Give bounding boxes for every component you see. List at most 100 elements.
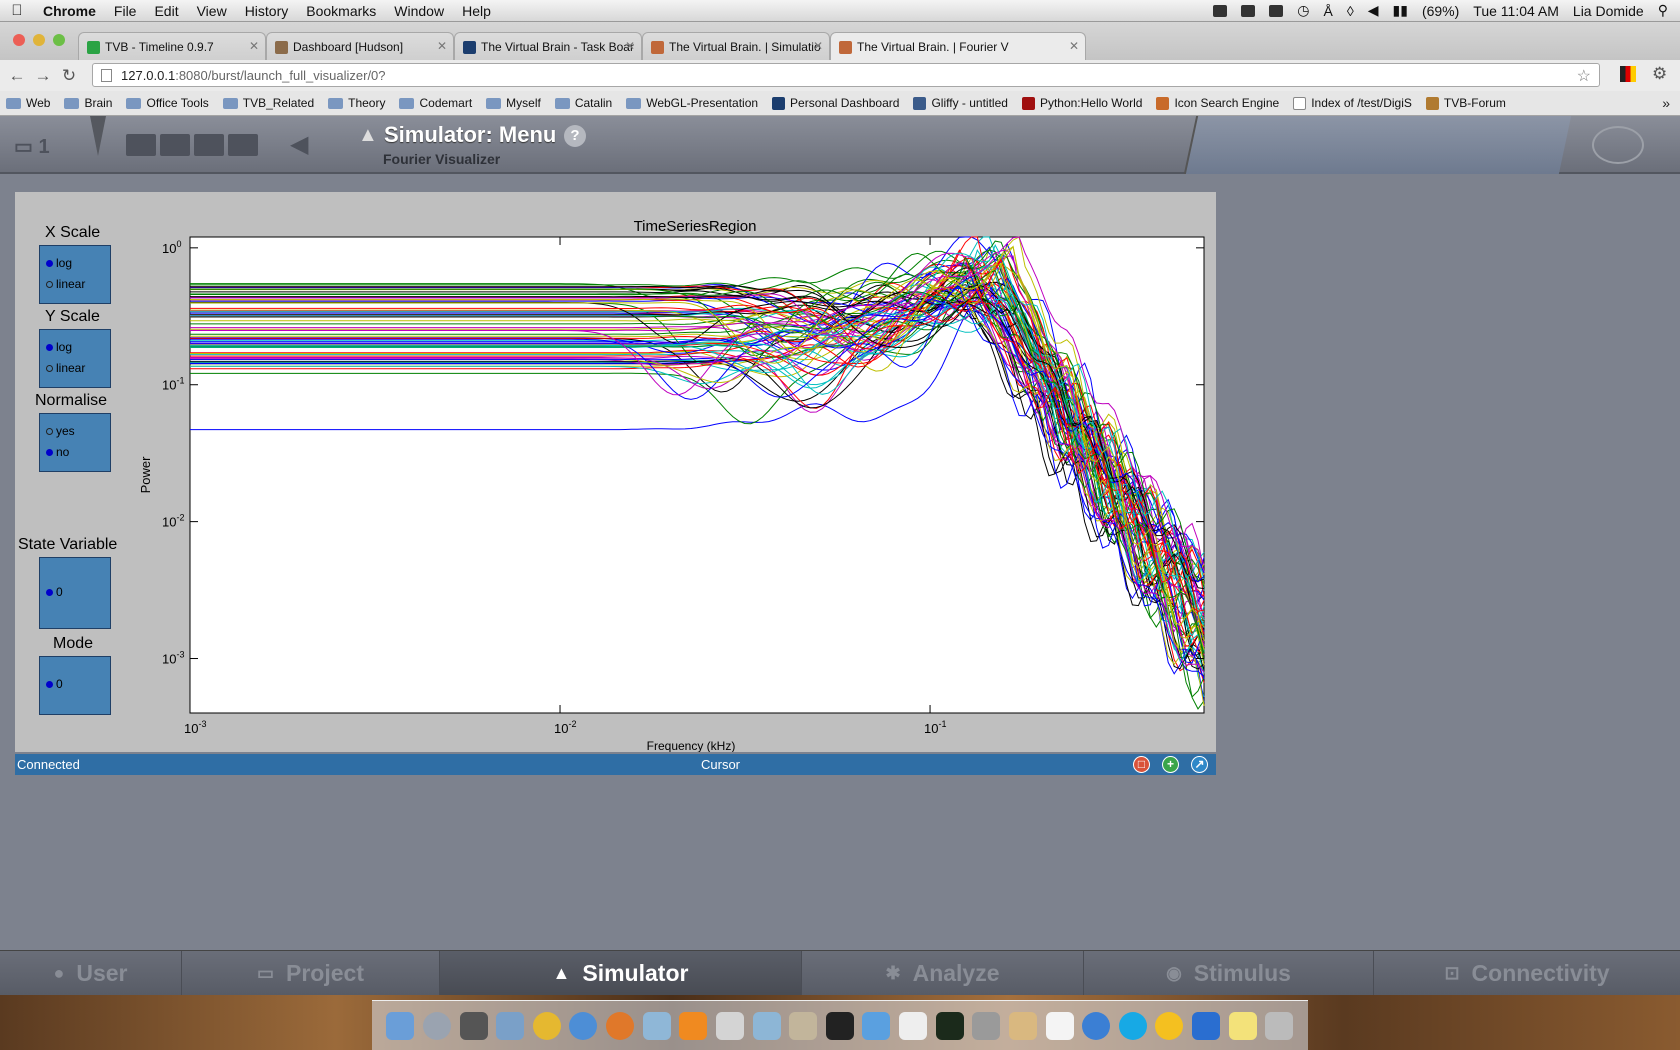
tab-dashboard-hudson[interactable]: Dashboard [Hudson] ✕	[266, 32, 454, 60]
menu-window[interactable]: Window	[394, 2, 445, 19]
bookmark-folder[interactable]: TVB_Related	[222, 96, 314, 110]
tab-fourier-visualizer[interactable]: The Virtual Brain. | Fourier V ✕	[830, 32, 1086, 60]
menu-help[interactable]: Help	[462, 2, 491, 19]
menu-file[interactable]: File	[113, 2, 137, 19]
address-bar[interactable]: 127.0.0.1:8080/burst/launch_full_visuali…	[92, 63, 1600, 87]
reload-icon[interactable]: ↻	[61, 65, 77, 85]
normalise-no-radio[interactable]: no	[46, 445, 69, 459]
bookmark-folder[interactable]: Myself	[486, 96, 541, 110]
help-button[interactable]: ?	[564, 125, 586, 147]
window-minimize-button[interactable]	[33, 34, 45, 46]
gimp-icon[interactable]	[789, 1011, 818, 1040]
chrome-icon[interactable]	[532, 1011, 561, 1040]
bookmark-folder[interactable]: Codemart	[399, 96, 472, 110]
x-scale-linear-radio[interactable]: linear	[46, 277, 85, 291]
mail-icon[interactable]	[862, 1011, 891, 1040]
volume-icon[interactable]: ◀	[1367, 2, 1379, 18]
bookmark-folder[interactable]: Brain	[64, 96, 112, 110]
skype-icon[interactable]	[1118, 1011, 1147, 1040]
clear-icon[interactable]: □	[1133, 756, 1150, 773]
tab-close-icon[interactable]: ✕	[812, 39, 823, 53]
launchpad-icon[interactable]	[422, 1011, 451, 1040]
safari-icon[interactable]	[569, 1011, 598, 1040]
tab-task-board[interactable]: The Virtual Brain - Task Boar ✕	[454, 32, 642, 60]
layout-block-icon[interactable]	[228, 134, 258, 156]
bookmark-folder[interactable]: WebGL-Presentation	[626, 96, 758, 110]
skype-status-icon[interactable]	[1269, 4, 1284, 17]
layout-block-icon[interactable]	[160, 134, 190, 156]
time-machine-icon[interactable]: ◷	[1297, 2, 1310, 18]
mode-0-radio[interactable]: 0	[46, 677, 63, 691]
mission-control-icon[interactable]	[459, 1011, 488, 1040]
menu-edit[interactable]: Edit	[154, 2, 179, 19]
dropbox-icon[interactable]	[1213, 4, 1228, 17]
back-arrow-icon[interactable]: ←	[8, 65, 26, 85]
nav-analyze[interactable]: ✱ Analyze	[802, 951, 1084, 996]
bookmark-item[interactable]: TVB-Forum	[1425, 96, 1506, 110]
bookmark-folder[interactable]: Theory	[328, 96, 385, 110]
fourier-plot[interactable]: TimeSeriesRegion Frequency (kHz) Power 1…	[15, 192, 1216, 752]
bookmark-folder[interactable]: Web	[6, 96, 50, 110]
layout-block-icon[interactable]	[126, 134, 156, 156]
y-scale-linear-radio[interactable]: linear	[46, 361, 85, 375]
settings-icon[interactable]	[679, 1011, 708, 1040]
apple-menu-icon[interactable]: 	[0, 2, 34, 19]
nav-project[interactable]: ▭ Project	[182, 951, 440, 996]
bluetooth-icon[interactable]: Å	[1323, 2, 1333, 19]
system-preferences-icon[interactable]	[972, 1011, 1001, 1040]
terminal-icon[interactable]	[825, 1011, 854, 1040]
wifi-icon[interactable]: ◊	[1346, 2, 1354, 19]
add-icon[interactable]: +	[1162, 756, 1179, 773]
bookmark-item[interactable]: Gliffy - untitled	[913, 96, 1008, 110]
y-scale-log-radio[interactable]: log	[46, 340, 72, 354]
trash-icon[interactable]	[1265, 1011, 1294, 1040]
bookmark-star-icon[interactable]: ☆	[1576, 68, 1591, 85]
xcode-icon[interactable]	[642, 1011, 671, 1040]
address-book-icon[interactable]	[1008, 1011, 1037, 1040]
itunes-icon[interactable]	[1082, 1011, 1111, 1040]
bookmark-item[interactable]: Icon Search Engine	[1156, 96, 1279, 110]
bookmark-folder[interactable]: Office Tools	[126, 96, 209, 110]
menu-bookmarks[interactable]: Bookmarks	[306, 2, 377, 19]
tab-close-icon[interactable]: ✕	[248, 39, 259, 53]
calculator-icon[interactable]	[1192, 1011, 1221, 1040]
user-name[interactable]: Lia Domide	[1572, 2, 1644, 19]
nav-user[interactable]: ● User	[0, 951, 182, 996]
tab-simulation[interactable]: The Virtual Brain. | Simulatio ✕	[642, 32, 830, 60]
menu-history[interactable]: History	[244, 2, 289, 19]
expand-icon[interactable]: ↗	[1191, 756, 1208, 773]
database-icon[interactable]	[715, 1011, 744, 1040]
finder-icon[interactable]	[386, 1011, 415, 1040]
nav-connectivity[interactable]: ⊡ Connectivity	[1374, 951, 1680, 996]
adium-icon[interactable]	[1155, 1011, 1184, 1040]
battery-icon[interactable]: ▮▮	[1392, 2, 1408, 18]
clock[interactable]: Tue 11:04 AM	[1473, 2, 1559, 19]
menu-app-chrome[interactable]: Chrome	[43, 2, 96, 19]
menu-view[interactable]: View	[196, 2, 227, 19]
nav-simulator[interactable]: ▲ Simulator	[440, 951, 802, 996]
x-scale-log-radio[interactable]: log	[46, 256, 72, 270]
spotlight-search-icon[interactable]: ⚲	[1657, 2, 1668, 18]
preview-icon[interactable]	[496, 1011, 525, 1040]
forward-arrow-icon[interactable]: →	[34, 65, 52, 85]
bookmarks-overflow-icon[interactable]: »	[1662, 95, 1670, 111]
project-number[interactable]: ▭ 1	[14, 134, 50, 159]
layout-block-icon[interactable]	[194, 134, 224, 156]
calendar-icon[interactable]	[1045, 1011, 1074, 1040]
back-triangle-icon[interactable]: ◀	[290, 131, 309, 158]
window-zoom-button[interactable]	[53, 34, 65, 46]
postgres-icon[interactable]	[752, 1011, 781, 1040]
wrench-menu-icon[interactable]: ⚙	[1652, 64, 1668, 83]
normalise-yes-radio[interactable]: yes	[46, 424, 75, 438]
battery-percent[interactable]: (69%)	[1421, 2, 1460, 19]
language-flag-icon[interactable]	[1620, 66, 1636, 82]
sync-icon[interactable]	[1241, 4, 1256, 17]
nav-stimulus[interactable]: ◉ Stimulus	[1084, 951, 1374, 996]
bookmark-item[interactable]: Python:Hello World	[1021, 96, 1142, 110]
tab-tvb-timeline[interactable]: TVB - Timeline 0.9.7 ✕	[78, 32, 266, 60]
tab-close-icon[interactable]: ✕	[436, 39, 447, 53]
activity-monitor-icon[interactable]	[935, 1011, 964, 1040]
bookmark-item[interactable]: Personal Dashboard	[772, 96, 899, 110]
bookmark-item[interactable]: Index of /test/DigiS	[1293, 96, 1412, 110]
bookmark-folder[interactable]: Catalin	[554, 96, 612, 110]
